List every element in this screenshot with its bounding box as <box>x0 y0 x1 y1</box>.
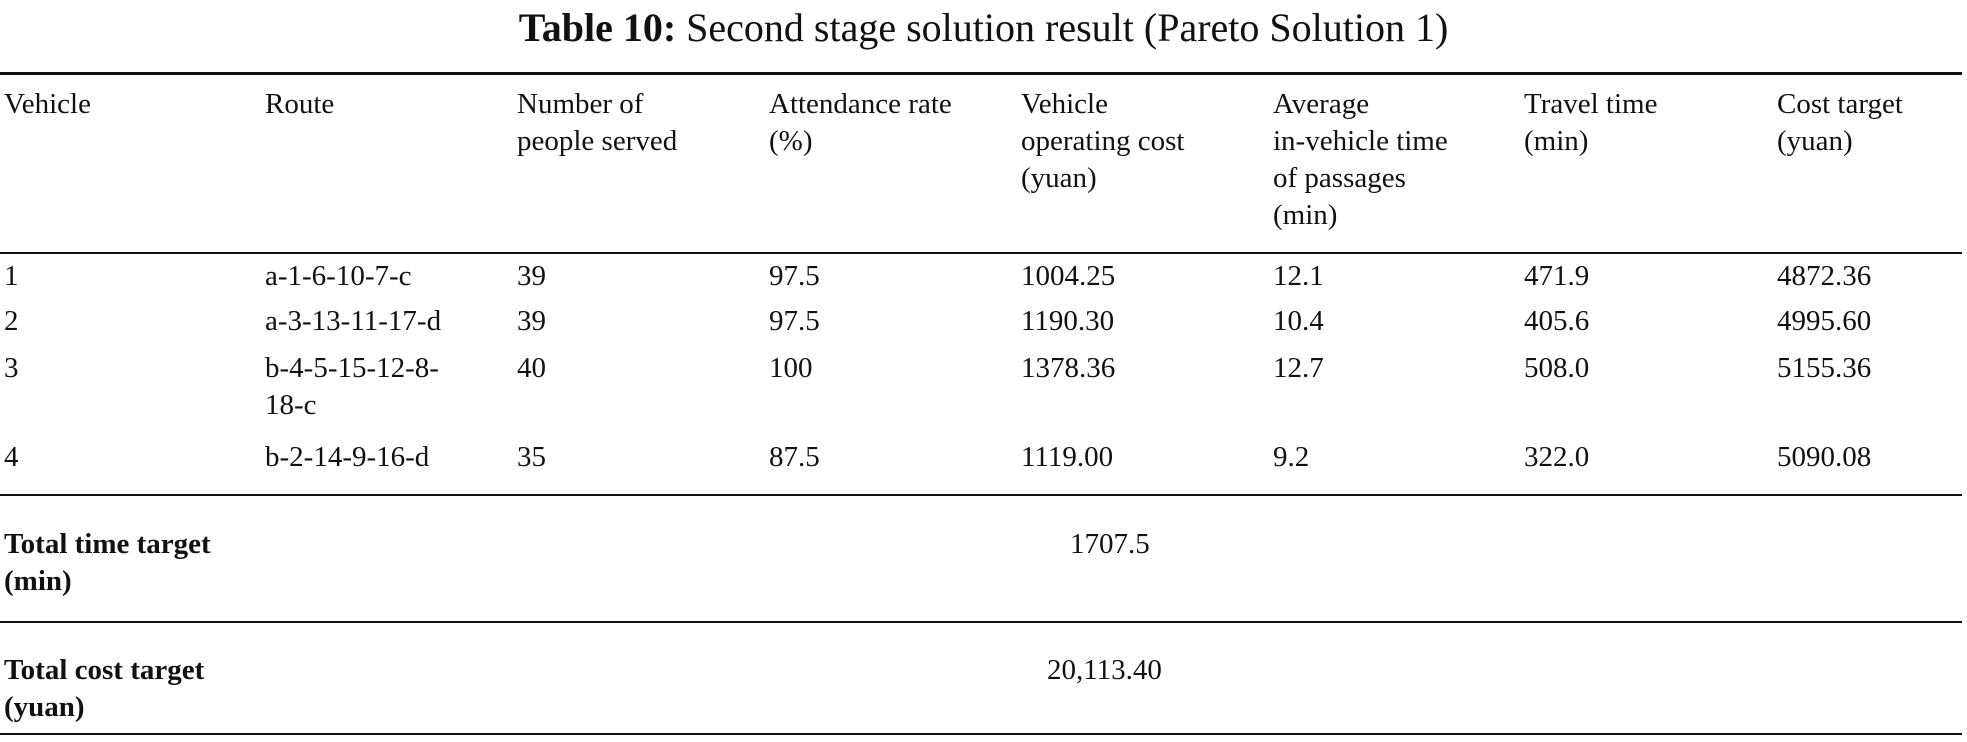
row-4-travel-time: 322.0 <box>1524 441 1590 473</box>
header-operating-cost: Vehicle operating cost (yuan) <box>1021 88 1185 194</box>
table-caption-text: Second stage solution result (Pareto Sol… <box>686 5 1449 50</box>
row-3-vehicle: 3 <box>4 352 19 384</box>
row-2-avg-in-vehicle-time: 10.4 <box>1273 305 1324 337</box>
row-3-people-served: 40 <box>517 352 546 384</box>
row-1-people-served: 39 <box>517 260 546 292</box>
row-1-avg-in-vehicle-time: 12.1 <box>1273 260 1324 292</box>
total-time-label: Total time target (min) <box>4 528 211 597</box>
header-attendance-rate: Attendance rate (%) <box>769 88 952 157</box>
row-4-operating-cost: 1119.00 <box>1021 441 1114 473</box>
header-travel-time: Travel time (min) <box>1524 88 1658 157</box>
row-1-operating-cost: 1004.25 <box>1021 260 1116 292</box>
row-4-attendance-rate: 87.5 <box>769 441 820 473</box>
row-3-cost-target: 5155.36 <box>1777 352 1872 384</box>
row-1-vehicle: 1 <box>4 260 19 292</box>
total-time-value: 1707.5 <box>1070 528 1150 560</box>
total-cost-label: Total cost target (yuan) <box>4 654 205 723</box>
table-caption: Table 10: Second stage solution result (… <box>0 4 1967 52</box>
total-time-rule <box>0 621 1962 623</box>
row-3-attendance-rate: 100 <box>769 352 813 384</box>
row-4-avg-in-vehicle-time: 9.2 <box>1273 441 1310 473</box>
row-2-vehicle: 2 <box>4 305 19 337</box>
header-people-served: Number of people served <box>517 88 678 157</box>
header-vehicle: Vehicle <box>4 88 91 120</box>
row-3-avg-in-vehicle-time: 12.7 <box>1273 352 1324 384</box>
header-route: Route <box>265 88 335 120</box>
row-2-operating-cost: 1190.30 <box>1021 305 1115 337</box>
table-caption-label: Table 10: <box>518 5 677 50</box>
top-rule <box>0 72 1962 75</box>
row-1-travel-time: 471.9 <box>1524 260 1590 292</box>
row-2-route: a-3-13-11-17-d <box>265 305 442 337</box>
bottom-rule <box>0 733 1962 735</box>
row-4-cost-target: 5090.08 <box>1777 441 1872 473</box>
row-4-people-served: 35 <box>517 441 546 473</box>
row-1-route: a-1-6-10-7-c <box>265 260 412 292</box>
total-cost-value: 20,113.40 <box>1047 654 1162 686</box>
row-4-vehicle: 4 <box>4 441 19 473</box>
body-rule <box>0 494 1962 496</box>
row-3-route: b-4-5-15-12-8- 18-c <box>265 352 439 421</box>
header-rule <box>0 252 1962 254</box>
row-3-operating-cost: 1378.36 <box>1021 352 1116 384</box>
row-2-travel-time: 405.6 <box>1524 305 1590 337</box>
row-2-people-served: 39 <box>517 305 546 337</box>
row-2-cost-target: 4995.60 <box>1777 305 1872 337</box>
row-3-travel-time: 508.0 <box>1524 352 1590 384</box>
row-2-attendance-rate: 97.5 <box>769 305 820 337</box>
row-1-attendance-rate: 97.5 <box>769 260 820 292</box>
row-1-cost-target: 4872.36 <box>1777 260 1872 292</box>
header-avg-in-vehicle-time: Average in-vehicle time of passages (min… <box>1273 88 1448 231</box>
header-cost-target: Cost target (yuan) <box>1777 88 1903 157</box>
row-4-route: b-2-14-9-16-d <box>265 441 430 473</box>
